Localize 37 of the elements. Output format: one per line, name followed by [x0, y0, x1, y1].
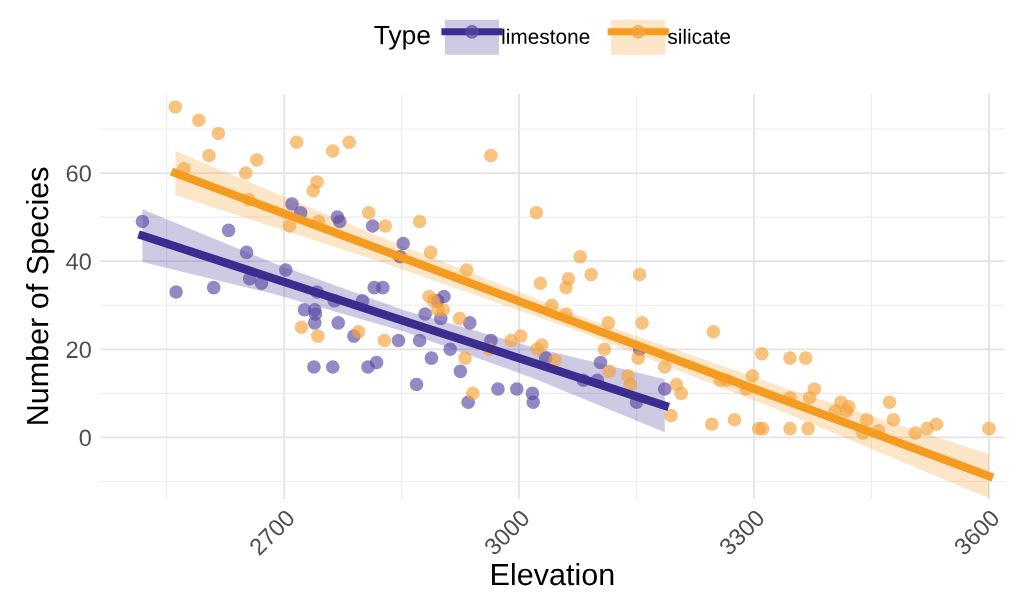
- legend-label: limestone: [502, 28, 590, 45]
- point: [221, 223, 236, 238]
- y-axis-title: Number of Species: [25, 167, 55, 424]
- point: [333, 214, 347, 229]
- point: [443, 342, 457, 357]
- point: [325, 360, 340, 374]
- point: [424, 351, 439, 365]
- point: [307, 360, 321, 374]
- point: [418, 307, 432, 321]
- y-tick-label: 20: [66, 341, 91, 359]
- y-tick-label: 60: [66, 165, 91, 182]
- point: [278, 263, 293, 277]
- point: [526, 395, 540, 409]
- point: [369, 355, 384, 370]
- point: [491, 382, 505, 396]
- point: [509, 382, 524, 396]
- point: [365, 219, 380, 233]
- legend-label: silicate: [667, 28, 731, 45]
- x-axis-title: Elevation: [492, 562, 614, 586]
- point: [307, 316, 322, 330]
- legend-title: Type: [374, 25, 430, 50]
- y-tick-label: 40: [66, 253, 91, 270]
- point: [135, 214, 150, 229]
- y-tick-label: 0: [79, 429, 91, 447]
- point: [376, 280, 390, 295]
- point: [593, 355, 608, 370]
- point: [239, 245, 254, 260]
- point: [391, 333, 406, 348]
- point: [331, 316, 345, 330]
- point: [453, 364, 468, 379]
- point: [285, 197, 299, 211]
- point: [169, 285, 183, 299]
- point: [396, 236, 410, 251]
- point: [658, 382, 672, 396]
- point: [409, 377, 424, 392]
- point: [412, 333, 427, 348]
- point: [206, 280, 221, 295]
